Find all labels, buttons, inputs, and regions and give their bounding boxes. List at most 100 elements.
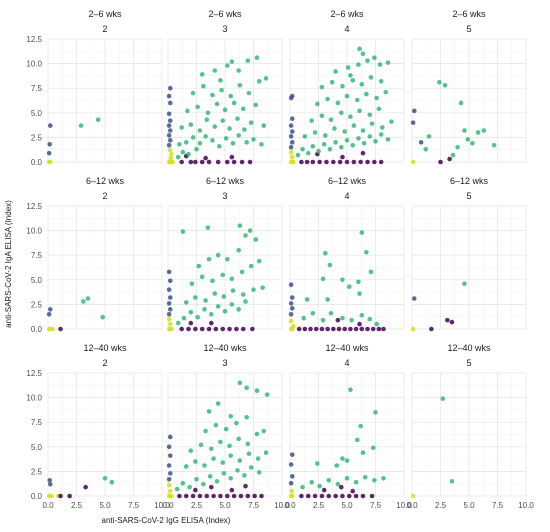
scatter-point	[179, 125, 184, 130]
scatter-point	[188, 122, 194, 127]
scatter-point	[167, 471, 173, 476]
scatter-point	[289, 116, 295, 122]
scatter-point	[223, 426, 229, 432]
scatter-point	[193, 459, 198, 464]
y-tick-label: 5.0	[31, 443, 43, 452]
y-axis-title: anti-SARS-CoV-2 IgA ELISA (Index)	[4, 200, 13, 328]
scatter-point	[47, 141, 53, 147]
scatter-point	[166, 316, 172, 322]
scatter-point	[240, 326, 246, 332]
scatter-point	[243, 299, 248, 304]
scatter-point	[358, 423, 363, 429]
scatter-point	[440, 396, 446, 401]
scatter-point	[240, 292, 246, 297]
scatter-point	[335, 481, 341, 487]
scatter-point	[190, 135, 196, 140]
y-tick-label: 10.0	[26, 394, 42, 403]
x-tick-label: 5.0	[99, 501, 111, 510]
scatter-point	[186, 151, 191, 157]
facet-col-label: 4	[344, 358, 349, 368]
scatter-point	[327, 262, 333, 268]
scatter-point	[228, 93, 233, 99]
scatter-point	[218, 78, 223, 83]
scatter-point	[360, 450, 366, 456]
facet-col-label: 4	[344, 24, 349, 34]
scatter-point	[167, 295, 173, 300]
scatter-point	[313, 326, 319, 332]
scatter-point	[458, 100, 464, 106]
scatter-point	[228, 413, 233, 419]
scatter-point	[339, 110, 344, 116]
scatter-point	[254, 55, 260, 60]
scatter-point	[340, 277, 345, 283]
scatter-point	[58, 493, 63, 499]
scatter-point	[385, 60, 391, 65]
scatter-point	[370, 445, 376, 451]
scatter-point	[188, 448, 194, 454]
scatter-point	[323, 250, 328, 256]
x-tick-label: 2.5	[313, 501, 325, 510]
y-tick-label: 7.5	[31, 251, 43, 260]
scatter-point	[248, 465, 254, 470]
scatter-point	[211, 456, 216, 461]
scatter-point	[166, 482, 172, 488]
scatter-point	[228, 475, 233, 481]
scatter-point	[212, 124, 218, 129]
scatter-point	[328, 310, 334, 316]
scatter-point	[310, 143, 316, 149]
scatter-point	[236, 247, 241, 253]
facet-row-label: 12–40 wks	[447, 343, 491, 353]
scatter-point	[455, 144, 460, 150]
scatter-point	[168, 155, 174, 161]
scatter-point	[227, 443, 232, 449]
scatter-point	[365, 326, 370, 332]
scatter-point	[190, 493, 196, 499]
scatter-point	[100, 314, 106, 320]
scatter-point	[212, 68, 218, 73]
scatter-point	[418, 140, 424, 145]
scatter-point	[242, 473, 247, 478]
scatter-point	[291, 159, 296, 165]
scatter-point	[251, 287, 256, 292]
x-tick-label: 5.0	[463, 501, 475, 510]
scatter-point	[321, 141, 327, 147]
y-tick-label: 0.0	[31, 492, 43, 501]
scatter-point	[259, 493, 264, 499]
scatter-point	[289, 140, 295, 145]
scatter-point	[201, 83, 206, 89]
scatter-point	[302, 326, 308, 332]
scatter-points	[46, 46, 497, 499]
scatter-point	[109, 479, 115, 485]
scatter-point	[288, 282, 294, 288]
scatter-point	[356, 62, 361, 67]
scatter-point	[288, 123, 294, 128]
scatter-point	[288, 134, 294, 139]
scatter-point	[207, 474, 213, 479]
x-tick-label: 0.0	[42, 501, 54, 510]
scatter-point	[188, 320, 194, 326]
scatter-point	[346, 493, 352, 499]
x-tick-label: 10.0	[154, 501, 170, 510]
scatter-point	[180, 480, 186, 486]
scatter-point	[235, 468, 240, 473]
scatter-point	[231, 100, 237, 106]
facet-col-label: 3	[222, 358, 227, 368]
facet-row-label: 6–12 wks	[206, 176, 245, 186]
scatter-point	[224, 159, 230, 165]
scatter-point	[166, 123, 172, 128]
facet-col-label: 2	[102, 358, 107, 368]
scatter-point	[244, 140, 249, 145]
scatter-point	[210, 92, 215, 98]
scatter-point	[183, 464, 189, 469]
scatter-point	[186, 326, 191, 332]
scatter-point	[340, 315, 345, 321]
scatter-point	[410, 493, 416, 499]
scatter-point	[175, 320, 181, 326]
scatter-point	[353, 493, 359, 499]
scatter-point	[310, 310, 316, 316]
scatter-point	[166, 444, 172, 450]
scatter-point	[411, 108, 417, 114]
scatter-point	[264, 392, 270, 397]
scatter-point	[367, 316, 373, 322]
